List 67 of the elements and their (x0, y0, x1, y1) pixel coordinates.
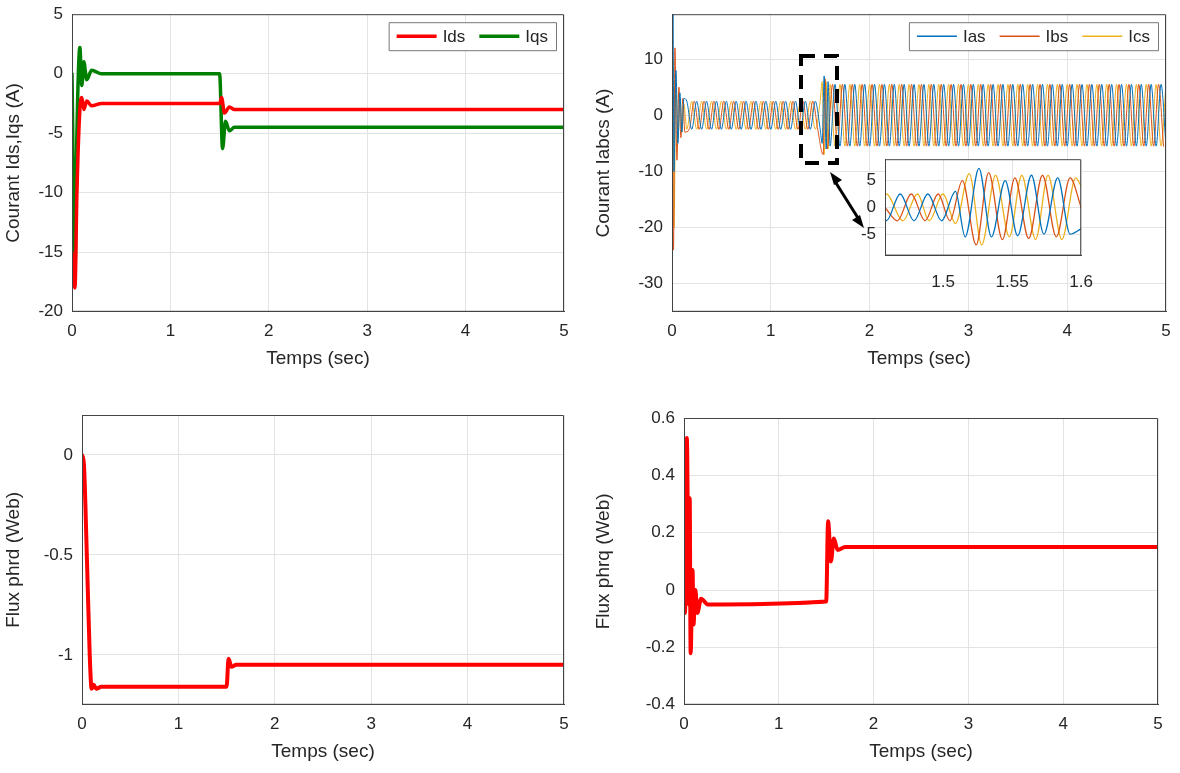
line-series (82, 452, 564, 691)
x-tick-label: 3 (366, 713, 376, 733)
x-tick-label: 4 (1062, 320, 1072, 340)
y-tick-label: 0 (866, 197, 876, 217)
y-tick-label: 5 (53, 3, 63, 23)
x-axis-title: Temps (sec) (869, 739, 973, 761)
x-tick-label: 1.5 (931, 272, 955, 292)
x-axis-title: Temps (sec) (266, 346, 370, 368)
y-axis-title: Courant Ids,Iqs (A) (1, 83, 23, 243)
y-axis-title: Flux phrq (Web) (591, 493, 613, 630)
line-series (885, 167, 1082, 238)
x-tick-label: 1 (774, 713, 784, 733)
x-tick-label: 2 (868, 713, 879, 733)
line-series (684, 436, 1158, 656)
x-tick-label: 2 (264, 320, 274, 340)
legend-label: Ibs (1045, 26, 1069, 46)
x-tick-label: 4 (1058, 713, 1068, 733)
x-tick-label: 1 (173, 713, 184, 733)
y-tick-label: -5 (47, 122, 63, 142)
legend-label: Ias (962, 26, 986, 46)
x-tick-label: 5 (559, 713, 569, 733)
x-tick-label: 4 (462, 713, 473, 733)
x-axis-title: Temps (sec) (867, 346, 971, 368)
x-tick-label: 2 (864, 320, 875, 340)
y-tick-label: -10 (38, 182, 63, 202)
line-series (672, 47, 1165, 251)
legend-label: Ids (442, 26, 466, 46)
y-axis-title: Courant Iabcs (A) (591, 88, 613, 238)
y-tick-label: -0.4 (645, 694, 675, 714)
y-axis-title: Flux phrd (Web) (1, 491, 23, 628)
y-tick-label: -10 (638, 161, 663, 181)
x-tick-label: 5 (1161, 320, 1171, 340)
y-tick-label: 0 (53, 63, 63, 83)
x-tick-label: 3 (963, 713, 974, 733)
x-tick-label: 4 (460, 320, 471, 340)
y-tick-label: 0 (665, 579, 675, 599)
x-tick-label: 1 (165, 320, 176, 340)
x-tick-label: 2 (270, 713, 280, 733)
x-axis-title: Temps (sec) (271, 739, 375, 761)
x-tick-label: 1 (766, 320, 776, 340)
line-series (72, 95, 564, 290)
y-tick-label: -0.5 (43, 544, 73, 564)
x-tick-label: 3 (362, 320, 372, 340)
y-tick-label: 0 (63, 444, 73, 464)
y-tick-label: -15 (38, 241, 63, 261)
y-tick-label: -20 (638, 217, 663, 237)
x-tick-label: 1.6 (1069, 272, 1093, 292)
x-tick-label: 1.55 (995, 272, 1029, 292)
x-tick-label: 0 (77, 713, 87, 733)
y-tick-label: -20 (38, 301, 63, 321)
x-tick-label: 0 (679, 713, 689, 733)
y-tick-label: -1 (57, 644, 73, 664)
line-series (672, 14, 1166, 172)
legend-label: Iqs (525, 26, 549, 46)
y-tick-label: -0.2 (645, 637, 675, 657)
y-tick-label: 0.6 (651, 407, 675, 427)
y-tick-label: 0 (653, 104, 663, 124)
y-tick-label: 0.4 (651, 465, 675, 485)
y-tick-label: 10 (644, 48, 663, 68)
y-tick-label: 0.2 (651, 522, 675, 542)
y-tick-label: -30 (638, 273, 663, 293)
x-tick-label: 5 (559, 320, 569, 340)
legend-label: Ics (1128, 26, 1151, 46)
x-tick-label: 5 (1153, 713, 1163, 733)
y-tick-label: 5 (866, 170, 876, 190)
y-tick-label: -5 (860, 223, 876, 243)
x-tick-label: 3 (963, 320, 974, 340)
